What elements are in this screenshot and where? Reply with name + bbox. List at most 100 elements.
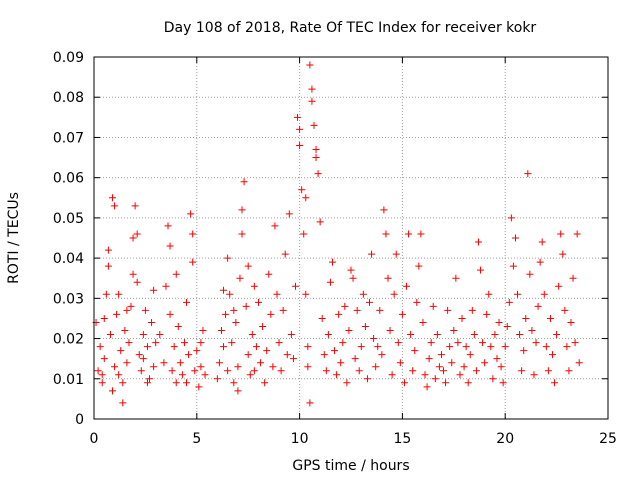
- data-point: [544, 367, 552, 375]
- data-point: [514, 290, 522, 298]
- data-point: [252, 343, 260, 351]
- data-point: [324, 331, 332, 339]
- data-point: [261, 379, 269, 387]
- grid-lines: [94, 57, 608, 419]
- data-point: [403, 282, 411, 290]
- data-point: [269, 363, 277, 371]
- data-point: [501, 343, 509, 351]
- data-point: [363, 375, 371, 383]
- data-point: [489, 375, 497, 383]
- data-point: [337, 359, 345, 367]
- data-point: [343, 379, 351, 387]
- data-point: [185, 351, 193, 359]
- data-point: [259, 322, 267, 330]
- data-point: [341, 302, 349, 310]
- data-point: [540, 290, 548, 298]
- data-point: [456, 371, 464, 379]
- data-point: [407, 331, 415, 339]
- data-point: [499, 379, 507, 387]
- data-point: [511, 234, 519, 242]
- data-point: [339, 339, 347, 347]
- data-point: [298, 186, 306, 194]
- data-point: [183, 298, 191, 306]
- y-tick-label: 0: [75, 412, 84, 428]
- data-point: [199, 327, 207, 335]
- data-point: [234, 387, 242, 395]
- data-point: [351, 355, 359, 363]
- data-point: [474, 238, 482, 246]
- data-point: [481, 359, 489, 367]
- data-point: [143, 343, 151, 351]
- data-point: [555, 282, 563, 290]
- data-point: [440, 367, 448, 375]
- y-axis-label: ROTI / TECUs: [6, 192, 22, 284]
- data-point: [228, 339, 236, 347]
- data-point: [493, 355, 501, 363]
- data-point: [115, 371, 123, 379]
- data-point: [123, 359, 131, 367]
- data-point: [125, 339, 133, 347]
- chart-title: Day 108 of 2018, Rate Of TEC Index for r…: [164, 20, 537, 36]
- data-point: [215, 359, 223, 367]
- data-point: [150, 363, 158, 371]
- data-point: [491, 331, 499, 339]
- data-point: [137, 367, 145, 375]
- data-point: [361, 322, 369, 330]
- data-point: [411, 347, 419, 355]
- data-point: [425, 355, 433, 363]
- data-point: [575, 359, 583, 367]
- data-point: [466, 351, 474, 359]
- data-point: [516, 331, 524, 339]
- data-point: [265, 270, 273, 278]
- data-point: [559, 250, 567, 258]
- data-point: [176, 359, 184, 367]
- data-point: [254, 298, 262, 306]
- y-tick-label: 0.01: [53, 372, 84, 388]
- data-point: [213, 375, 221, 383]
- data-point: [528, 327, 536, 335]
- data-point: [222, 310, 230, 318]
- data-point: [189, 230, 197, 238]
- data-point: [296, 125, 304, 133]
- data-point: [217, 327, 225, 335]
- data-point: [477, 266, 485, 274]
- data-point: [277, 367, 285, 375]
- data-point: [121, 327, 129, 335]
- data-point: [304, 343, 312, 351]
- data-point: [372, 363, 380, 371]
- data-point: [485, 290, 493, 298]
- data-point: [291, 282, 299, 290]
- data-point: [328, 258, 336, 266]
- x-tick-label: 10: [291, 431, 309, 447]
- data-point: [143, 379, 151, 387]
- data-point: [115, 290, 123, 298]
- data-point: [370, 335, 378, 343]
- data-point: [250, 282, 258, 290]
- data-point: [224, 254, 232, 262]
- data-point: [306, 61, 314, 69]
- data-point: [396, 359, 404, 367]
- data-point: [565, 367, 573, 375]
- data-point: [178, 371, 186, 379]
- data-point: [349, 274, 357, 282]
- data-point: [304, 363, 312, 371]
- data-point: [538, 238, 546, 246]
- data-point: [302, 194, 310, 202]
- data-point: [117, 347, 125, 355]
- data-point: [415, 262, 423, 270]
- data-point: [310, 121, 318, 129]
- data-point: [384, 274, 392, 282]
- data-point: [454, 339, 462, 347]
- data-point: [316, 218, 324, 226]
- data-point: [285, 210, 293, 218]
- y-tick-label: 0.08: [53, 90, 84, 106]
- data-point: [174, 322, 182, 330]
- data-point: [193, 347, 201, 355]
- data-point: [96, 343, 104, 351]
- data-point: [452, 274, 460, 282]
- data-point: [166, 242, 174, 250]
- data-point: [172, 379, 180, 387]
- data-point: [170, 343, 178, 351]
- data-point: [102, 290, 110, 298]
